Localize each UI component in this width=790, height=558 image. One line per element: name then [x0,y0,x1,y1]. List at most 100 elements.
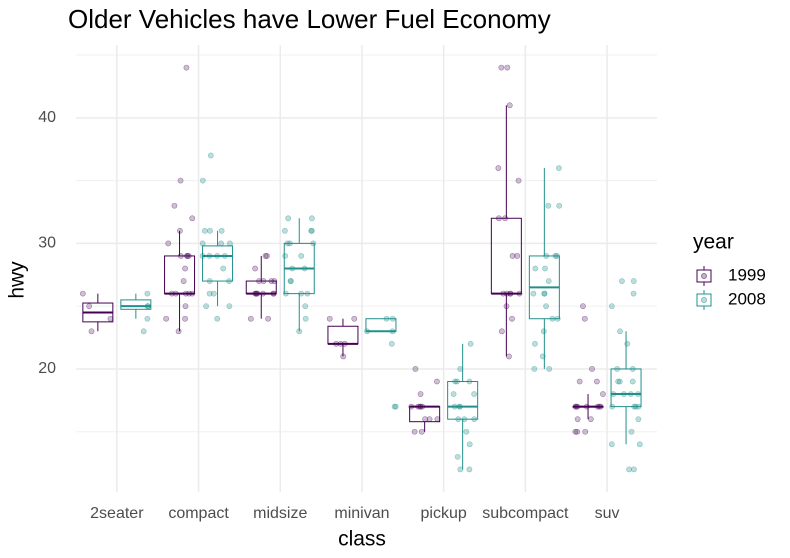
legend-title: year [693,231,734,254]
point [282,253,289,259]
point [630,290,637,297]
box [447,381,479,420]
point [226,303,233,310]
x-tick-label: midsize [253,505,307,522]
point [186,290,192,297]
point [495,165,502,171]
point [383,315,390,322]
point [541,290,548,297]
point [549,315,556,322]
point [457,466,464,473]
point [500,290,507,297]
point [301,265,308,272]
point [471,416,478,423]
box [327,325,359,345]
point [145,303,151,310]
point [539,353,546,360]
point [600,391,606,397]
box [164,255,196,295]
point [457,366,464,372]
point [631,466,637,473]
point [253,290,260,297]
point [516,290,523,297]
point [608,441,615,448]
x-tick-label: pickup [421,505,467,522]
point [635,403,642,410]
point [532,340,538,347]
point [309,215,315,222]
point [206,290,213,297]
point [509,315,515,322]
legend-key [696,293,712,307]
point [451,403,458,410]
point [454,453,461,460]
point [310,240,317,247]
point [265,315,272,322]
point [503,290,510,297]
point [629,378,636,385]
point [507,290,514,297]
point [182,265,188,272]
point [495,215,502,222]
point [264,253,270,259]
point [542,265,548,272]
point [177,253,184,259]
point [507,290,514,297]
point [574,416,581,423]
point [594,403,601,410]
point [498,64,505,71]
point [504,64,511,71]
point [247,315,254,322]
point [503,303,510,310]
point [260,278,267,284]
legend-key [701,273,707,279]
box [120,299,152,310]
point [286,240,293,247]
point [308,227,315,234]
point [182,290,189,297]
point [337,340,344,347]
point [218,227,225,234]
point [574,428,581,435]
point [552,253,559,259]
point [576,378,583,385]
point [466,441,473,448]
point [541,290,548,297]
point [333,340,340,347]
point [608,303,615,310]
point [207,152,214,159]
point [545,278,552,284]
point [540,328,547,335]
point [171,202,178,209]
chart-title: Older Vehicles have Lower Fuel Economy [68,4,551,34]
point [285,215,292,222]
point [456,403,463,410]
point [175,328,182,335]
point [270,290,277,297]
point [597,403,604,410]
point [408,403,415,410]
point [455,416,462,423]
point [627,391,634,397]
point [201,227,208,234]
point [298,290,305,297]
point [463,428,470,435]
point [364,328,370,335]
point [268,278,275,284]
point [631,403,638,410]
point [206,278,213,284]
point [587,416,594,423]
point [418,428,425,435]
point [184,253,191,259]
point [163,315,170,322]
point [422,416,428,423]
point [392,403,399,410]
point [609,403,616,410]
point [626,466,632,473]
point [256,278,263,284]
legend-key [696,269,712,283]
point [531,366,538,372]
point [616,378,623,385]
point [506,102,513,109]
